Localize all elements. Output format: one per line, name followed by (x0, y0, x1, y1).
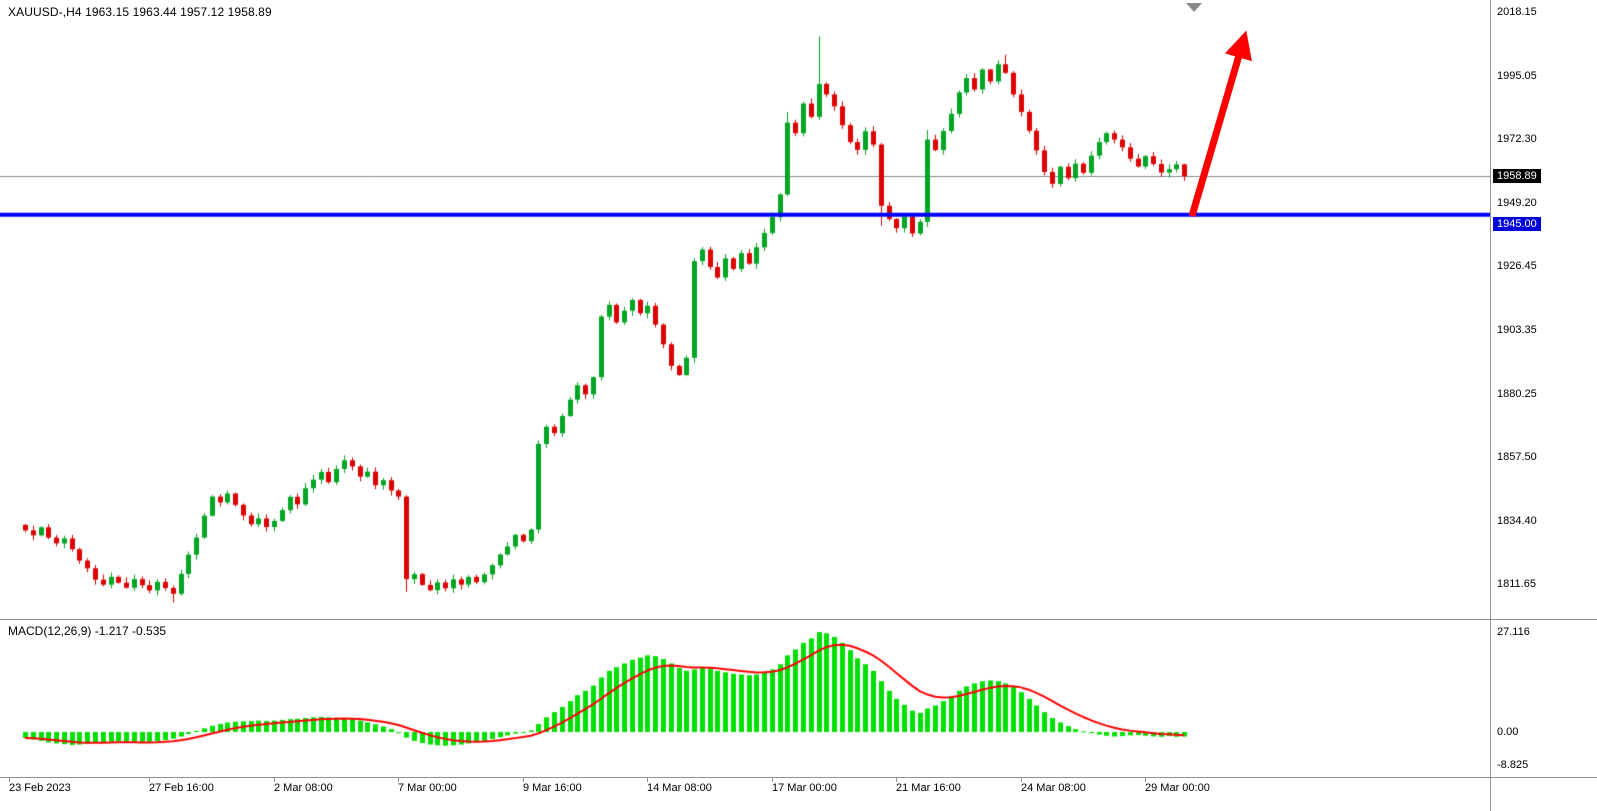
macd-tick-label: 27.116 (1497, 626, 1530, 639)
price-tick-label: 1811.65 (1497, 577, 1536, 590)
time-tick (274, 778, 275, 782)
time-tick (398, 778, 399, 782)
time-tick (149, 778, 150, 782)
time-tick (523, 778, 524, 782)
symbol-ohlc-label: XAUUSD-,H4 1963.15 1963.44 1957.12 1958.… (8, 5, 272, 19)
macd-panel: MACD(12,26,9) -1.217 -0.535 (0, 620, 1490, 777)
price-tick-label: 1972.30 (1497, 133, 1537, 146)
time-label: 24 Mar 08:00 (1021, 782, 1086, 794)
object-anchor-icon[interactable] (1186, 3, 1202, 12)
price-axis[interactable]: 2018.15 1995.05 1972.30 1949.20 1926.45 1903.… (1490, 0, 1597, 811)
time-tick (1145, 778, 1146, 782)
macd-tick-label: -8.825 (1497, 758, 1529, 771)
time-label: 29 Mar 00:00 (1145, 782, 1210, 794)
candlestick-canvas[interactable] (0, 0, 1490, 619)
time-axis[interactable]: 23 Feb 2023 27 Feb 16:00 2 Mar 08:00 7 Mar … (0, 778, 1490, 811)
price-tick-label: 1834.40 (1497, 514, 1537, 527)
price-tick-label: 1926.45 (1497, 260, 1537, 273)
time-label: 17 Mar 00:00 (772, 782, 837, 794)
time-tick (1021, 778, 1022, 782)
price-tick-label: 2018.15 (1497, 6, 1537, 19)
time-label: 21 Mar 16:00 (896, 782, 961, 794)
axis-divider (0, 777, 1597, 778)
time-tick (772, 778, 773, 782)
time-label: 27 Feb 16:00 (149, 782, 214, 794)
time-tick (896, 778, 897, 782)
price-tick-label: 1949.20 (1497, 197, 1537, 209)
price-tick-label: 1995.05 (1497, 70, 1537, 83)
time-label: 14 Mar 08:00 (647, 782, 712, 794)
price-chart-panel: XAUUSD-,H4 1963.15 1963.44 1957.12 1958.… (0, 0, 1490, 619)
time-tick (647, 778, 648, 782)
macd-tick-label: 0.00 (1497, 726, 1519, 739)
price-tick-label: 1857.50 (1497, 450, 1537, 463)
time-label: 9 Mar 16:00 (523, 782, 582, 794)
price-tick-label: 1880.25 (1497, 387, 1537, 400)
macd-indicator-label: MACD(12,26,9) -1.217 -0.535 (8, 624, 167, 638)
time-label: 2 Mar 08:00 (274, 782, 333, 794)
macd-canvas[interactable] (0, 620, 1490, 777)
time-label: 7 Mar 00:00 (398, 782, 457, 794)
price-tick-label: 1903.35 (1497, 323, 1537, 336)
panel-divider[interactable] (0, 619, 1597, 620)
time-tick (9, 778, 10, 782)
current-price-badge: 1958.89 (1493, 169, 1541, 184)
time-label: 23 Feb 2023 (9, 782, 71, 794)
support-level-badge: 1945.00 (1493, 216, 1541, 231)
